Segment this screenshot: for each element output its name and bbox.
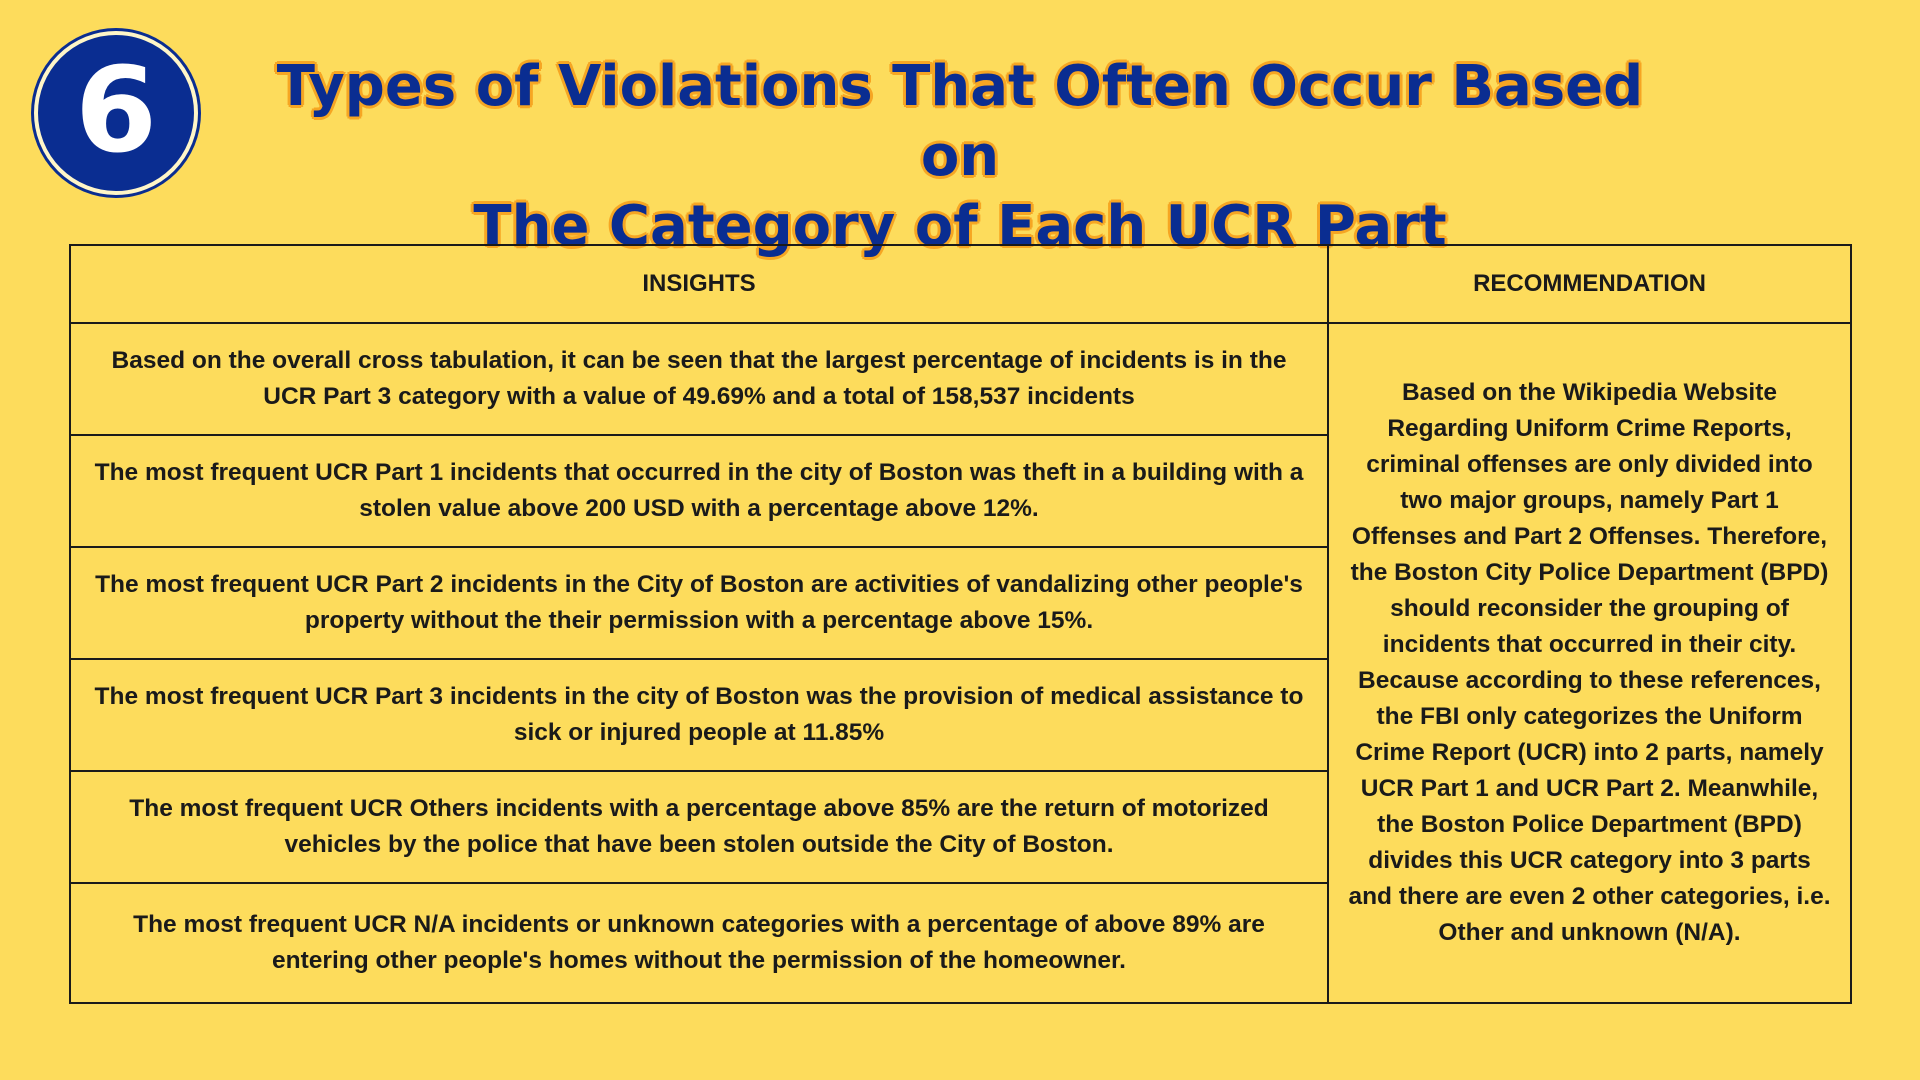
number-badge: 6	[34, 31, 198, 195]
table-row: The most frequent UCR N/A incidents or u…	[69, 882, 1851, 1004]
table-row: The most frequent UCR Part 3 incidents i…	[69, 658, 1851, 772]
insight-cell-4: The most frequent UCR Part 3 incidents i…	[69, 658, 1329, 772]
insight-cell-5: The most frequent UCR Others incidents w…	[69, 770, 1329, 884]
table-header-row: INSIGHTS RECOMMENDATION	[69, 244, 1852, 324]
page-title: Types of Violations That Often Occur Bas…	[240, 52, 1680, 262]
insights-header: INSIGHTS	[69, 244, 1329, 324]
insight-cell-3: The most frequent UCR Part 2 incidents i…	[69, 546, 1329, 660]
table-row: The most frequent UCR Part 2 incidents i…	[69, 546, 1851, 660]
recommendation-header: RECOMMENDATION	[1327, 244, 1852, 324]
page-title-line-1: Types of Violations That Often Occur Bas…	[276, 54, 1644, 189]
insights-table: INSIGHTS RECOMMENDATION Based on the ove…	[69, 244, 1852, 1004]
table-row: Based on the overall cross tabulation, i…	[69, 322, 1852, 1004]
badge-number: 6	[74, 41, 158, 179]
insight-cell-2: The most frequent UCR Part 1 incidents t…	[69, 434, 1329, 548]
recommendation-cell: Based on the Wikipedia Website Regarding…	[1327, 322, 1852, 1004]
table-row: The most frequent UCR Part 1 incidents t…	[69, 434, 1851, 548]
table-row: The most frequent UCR Others incidents w…	[69, 770, 1851, 884]
insight-cell-1: Based on the overall cross tabulation, i…	[69, 322, 1329, 436]
insight-cell-6: The most frequent UCR N/A incidents or u…	[69, 882, 1329, 1004]
